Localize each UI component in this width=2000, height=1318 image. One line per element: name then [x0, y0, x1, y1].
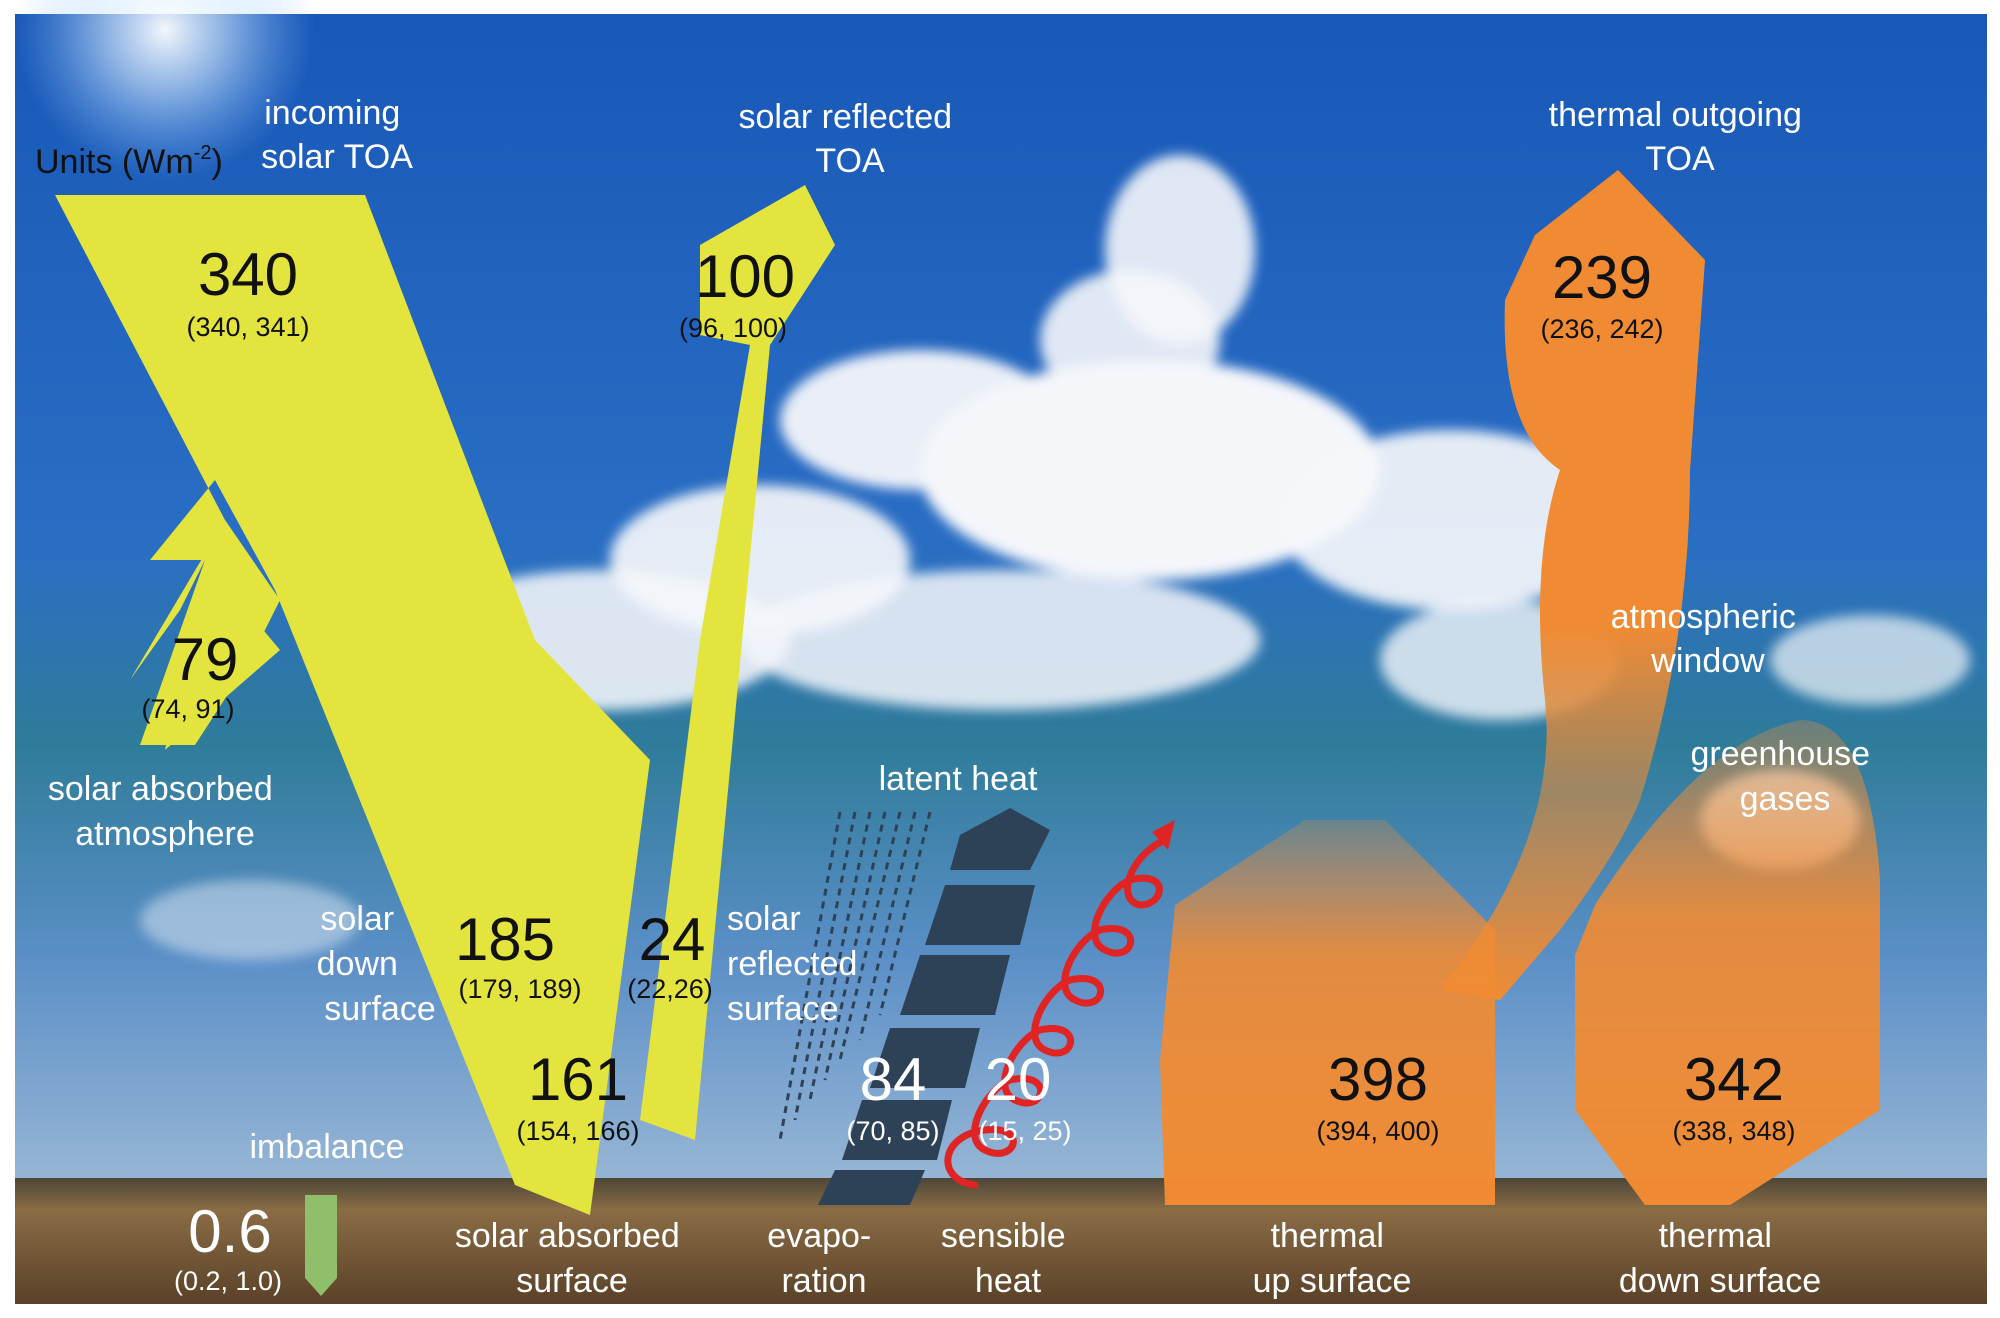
- solar-flow-shapes: [55, 185, 835, 1215]
- solar-down-surface-value: 185: [455, 906, 555, 973]
- solar-absorbed-surface-value: 161: [528, 1046, 628, 1113]
- thermal-down-surface-range: (338, 348): [1672, 1116, 1795, 1146]
- sensible-heat-spiral: [944, 836, 1169, 1189]
- thermal-down-surface-value: 342: [1684, 1046, 1784, 1113]
- incoming-solar-range: (340, 341): [186, 312, 309, 342]
- imbalance-label: imbalance: [250, 1128, 405, 1166]
- incoming-solar-label: incoming solar TOA: [261, 94, 413, 176]
- imbalance-arrow: [305, 1195, 337, 1296]
- thermal-up-surface-arrow: [1160, 820, 1495, 1205]
- solar-reflected-surface-label: solar reflected surface: [727, 900, 867, 1028]
- latent-heat-range: (70, 85): [846, 1116, 939, 1146]
- latent-heat-value: 84: [860, 1046, 927, 1113]
- thermal-outgoing-toa-arrow: [1440, 170, 1705, 1000]
- thermal-down-surface-arrow: [1575, 720, 1880, 1205]
- units-label: Units (Wm-2): [35, 142, 223, 181]
- solar-down-surface-label: solar down surface: [317, 900, 436, 1028]
- latent-arrow-head: [950, 808, 1050, 870]
- solar-absorbed-surface-label: solar absorbed surface: [455, 1217, 689, 1300]
- thermal-up-surface-label: thermal up surface: [1253, 1217, 1412, 1300]
- imbalance-range: (0.2, 1.0): [174, 1266, 282, 1296]
- solar-absorbed-atmosphere-value: 79: [172, 626, 239, 693]
- sensible-heat-range: (15, 25): [978, 1116, 1071, 1146]
- solar-reflected-toa-value: 100: [695, 243, 795, 310]
- incoming-solar-value: 340: [198, 241, 298, 308]
- sensible-heat-label: sensible heat: [941, 1217, 1075, 1300]
- solar-reflected-toa-label: solar reflected TOA: [739, 98, 962, 180]
- thermal-up-surface-range: (394, 400): [1316, 1116, 1439, 1146]
- thermal-flow-shapes: [1160, 170, 1880, 1205]
- evaporation-dashes: [778, 811, 932, 1141]
- atmospheric-window-label: atmospheric window: [1611, 598, 1806, 680]
- latent-heat-label: latent heat: [879, 760, 1038, 798]
- greenhouse-gases-label: greenhouse gases: [1690, 735, 1879, 818]
- thermal-up-surface-value: 398: [1328, 1046, 1428, 1113]
- sensible-heat-value: 20: [985, 1046, 1052, 1113]
- solar-reflected-toa-range: (96, 100): [679, 313, 787, 343]
- solar-absorbed-atmosphere-label: solar absorbed atmosphere: [48, 770, 282, 853]
- sensible-arrow-head: [1152, 820, 1175, 850]
- thermal-outgoing-toa-label: thermal outgoing TOA: [1549, 96, 1812, 178]
- evaporation-label: evapo- ration: [767, 1217, 880, 1300]
- solar-absorbed-atmosphere-range: (74, 91): [141, 694, 234, 724]
- incoming-solar-left-tip: [165, 560, 280, 750]
- imbalance-value: 0.6: [188, 1198, 271, 1265]
- thermal-down-surface-label: thermal down surface: [1619, 1217, 1821, 1300]
- thermal-outgoing-toa-range: (236, 242): [1540, 314, 1663, 344]
- thermal-outgoing-toa-value: 239: [1552, 244, 1652, 311]
- latent-heat-column: [818, 808, 1050, 1205]
- reflected-solar-toa-arrow: [640, 185, 835, 1140]
- sun-glow: [15, 0, 315, 180]
- solar-reflected-surface-value: 24: [639, 906, 706, 973]
- solar-reflected-surface-range: (22,26): [627, 974, 713, 1004]
- incoming-solar-arrow: [55, 195, 650, 1215]
- solar-absorbed-surface-range: (154, 166): [516, 1116, 639, 1146]
- solar-down-surface-range: (179, 189): [458, 974, 581, 1004]
